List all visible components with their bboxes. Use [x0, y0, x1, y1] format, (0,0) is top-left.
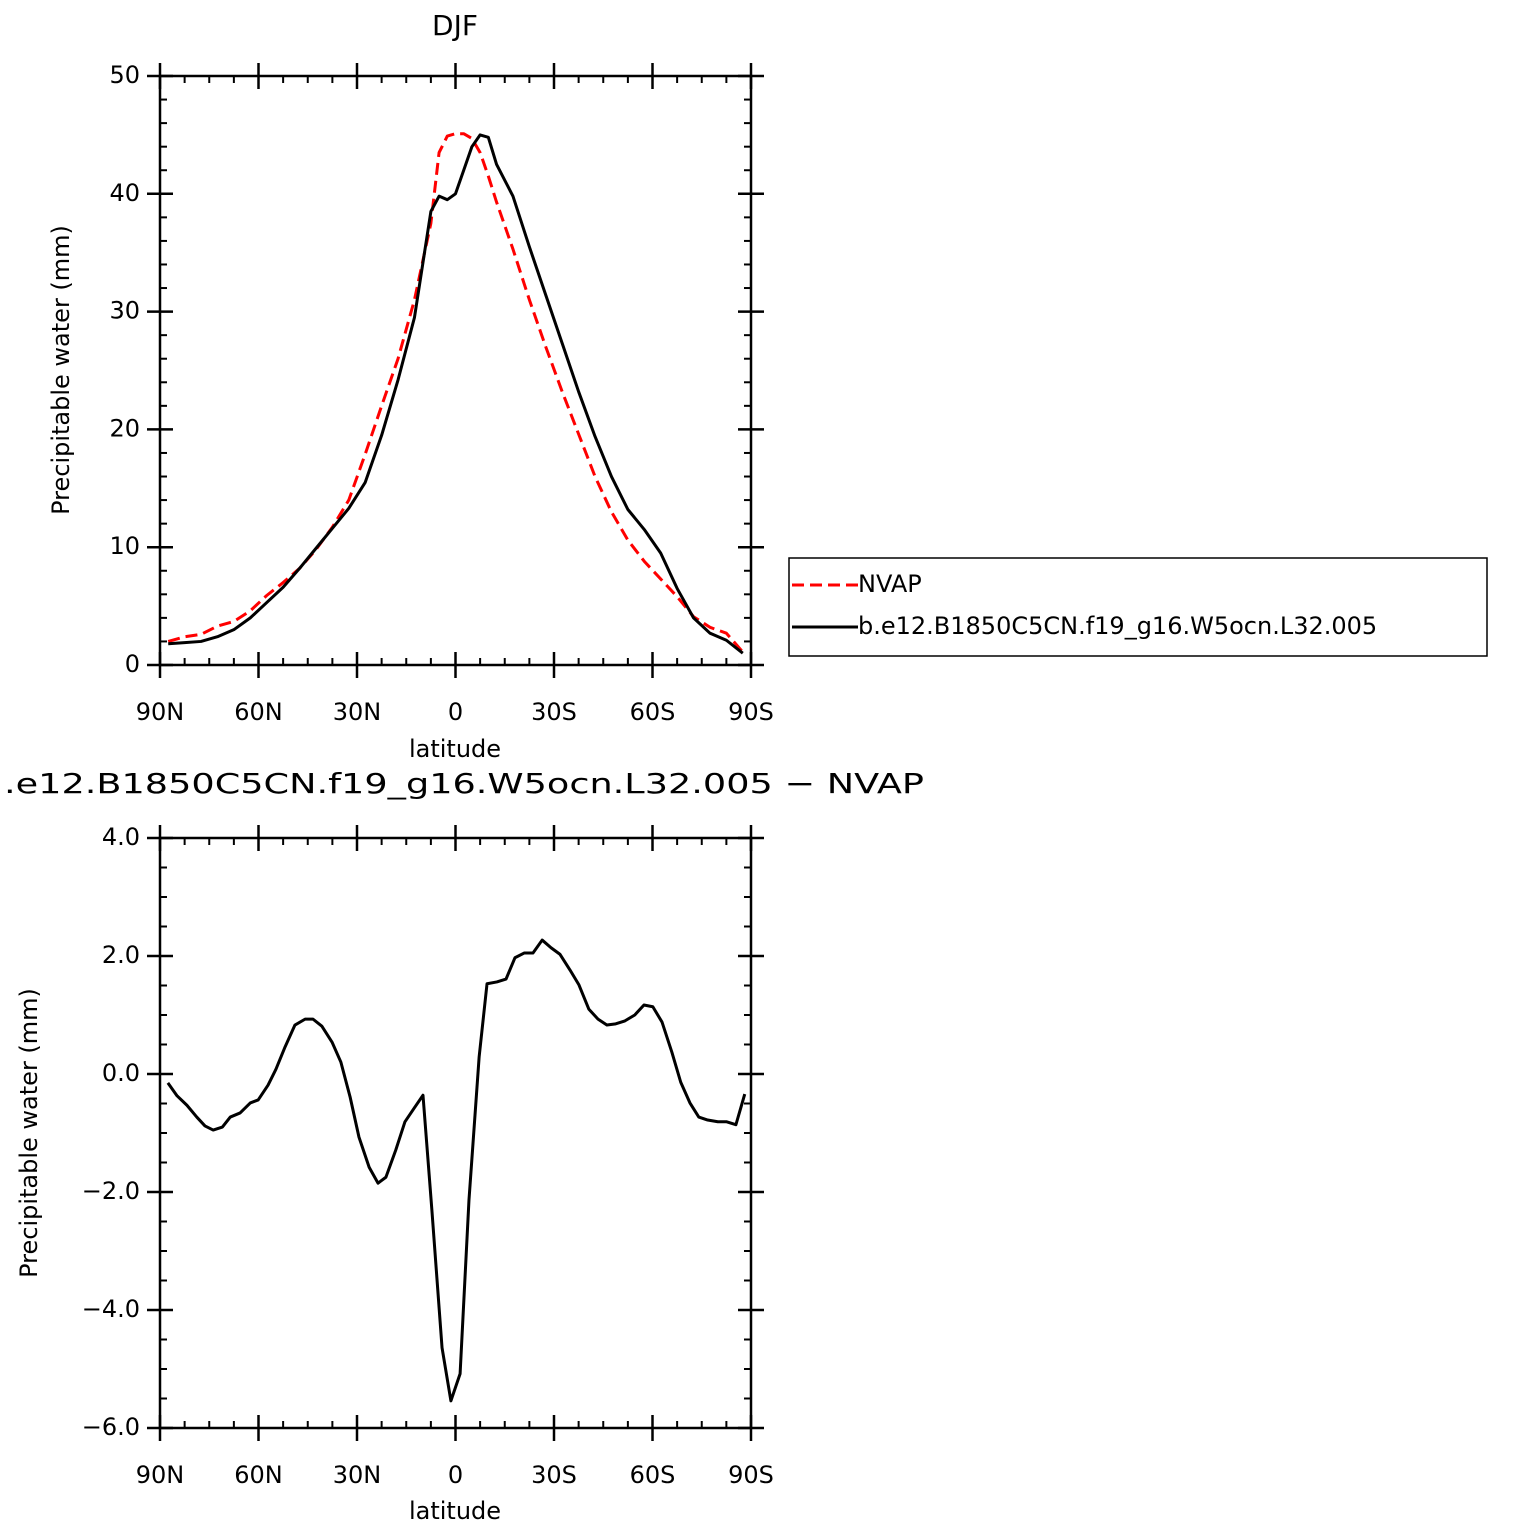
plot-frame	[158, 74, 753, 667]
x-tick-label: 90N	[136, 698, 185, 726]
data-line	[167, 132, 744, 654]
x-axis-label: latitude	[409, 1497, 501, 1525]
legend-box	[788, 557, 1488, 657]
y-tick-label: 0.0	[102, 1059, 140, 1087]
y-tick-label: 0	[125, 650, 140, 678]
y-tick-label: −2.0	[82, 1177, 140, 1205]
x-tick-label: 90S	[728, 698, 774, 726]
x-tick-label: 30N	[333, 698, 382, 726]
y-axis-label: Precipitable water (mm)	[47, 225, 75, 515]
chart-title: DJF	[432, 9, 478, 42]
x-tick-label: 60S	[630, 698, 676, 726]
y-axis-label: Precipitable water (mm)	[15, 988, 43, 1278]
x-axis-label: latitude	[409, 735, 501, 763]
chart-title: .e12.B1850C5CN.f19_g16.W5ocn.L32.005 − N…	[4, 767, 924, 800]
x-tick-label: 30S	[531, 1461, 577, 1489]
x-tick-label: 0	[448, 698, 463, 726]
x-tick-label: 90S	[728, 1461, 774, 1489]
y-tick-label: 50	[109, 61, 140, 89]
y-tick-label: 30	[109, 297, 140, 325]
x-tick-label: 30S	[531, 698, 577, 726]
y-tick-label: 10	[109, 532, 140, 560]
x-tick-label: 90N	[136, 1461, 185, 1489]
plot-frame	[158, 836, 753, 1430]
y-tick-label: 2.0	[102, 941, 140, 969]
x-tick-label: 60S	[630, 1461, 676, 1489]
y-tick-label: 40	[109, 179, 140, 207]
y-tick-label: 4.0	[102, 823, 140, 851]
data-line	[168, 133, 744, 655]
legend-label: b.e12.B1850C5CN.f19_g16.W5ocn.L32.005	[858, 612, 1377, 640]
x-tick-label: 60N	[234, 698, 283, 726]
x-tick-label: 30N	[333, 1461, 382, 1489]
legend-label: NVAP	[858, 570, 922, 598]
y-tick-label: −6.0	[82, 1413, 140, 1441]
data-line	[166, 938, 747, 1403]
x-tick-label: 0	[448, 1461, 463, 1489]
y-tick-label: −4.0	[82, 1295, 140, 1323]
y-tick-label: 20	[109, 414, 140, 442]
x-tick-label: 60N	[234, 1461, 283, 1489]
